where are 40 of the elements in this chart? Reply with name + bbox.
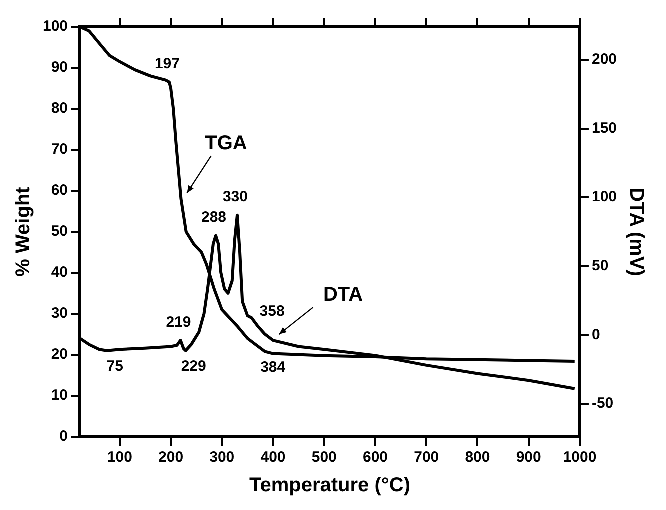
annotation: 358 [260,303,285,320]
y-tick-label: 20 [51,346,68,364]
annotation: 384 [260,358,286,376]
y-tick-label: 30 [51,305,68,322]
y-tick-label: 90 [51,59,68,76]
y-tick-label: 50 [51,223,68,240]
x-tick-label: 700 [414,449,440,466]
y2-tick-label: 100 [592,188,618,206]
y-tick-label: 100 [42,18,68,36]
y-axis-title: % Weight [12,186,35,277]
x-tick-label: 400 [260,449,286,466]
annotation: 330 [222,188,248,206]
y2-tick-label: 50 [592,258,609,275]
x-tick-label: 300 [210,449,235,466]
x-tick-label: 1000 [563,449,597,466]
y-tick-label: 60 [51,182,68,200]
annotation: 197 [154,55,180,72]
x-axis-title: Temperature (°C) [250,474,410,497]
annotation: 229 [181,358,206,376]
text: DTA [323,284,364,306]
x-tick-label: 600 [362,449,388,466]
y2-tick-label: 0 [592,326,600,344]
y2-axis-title: DTA (mV) [625,188,648,276]
y2-tick-label: 200 [592,51,618,68]
x-tick-label: 500 [312,449,337,466]
y-tick-label: 80 [51,100,68,118]
x-tick-label: 100 [107,449,132,466]
y-tick-label: 70 [51,141,68,158]
annotation: 75 [106,358,124,376]
y2-tick-label: -50 [592,395,614,412]
annotation: 219 [166,314,192,331]
series-label: TGA [205,132,248,155]
x-tick-label: 200 [158,449,184,466]
y-tick-label: 40 [51,264,68,282]
y2-tick-label: 150 [592,120,618,137]
x-tick-label: 900 [516,449,542,466]
x-tick-label: 800 [465,449,490,466]
y-tick-label: 10 [51,387,68,404]
annotation: 288 [201,209,227,226]
y-tick-label: 0 [60,428,68,446]
